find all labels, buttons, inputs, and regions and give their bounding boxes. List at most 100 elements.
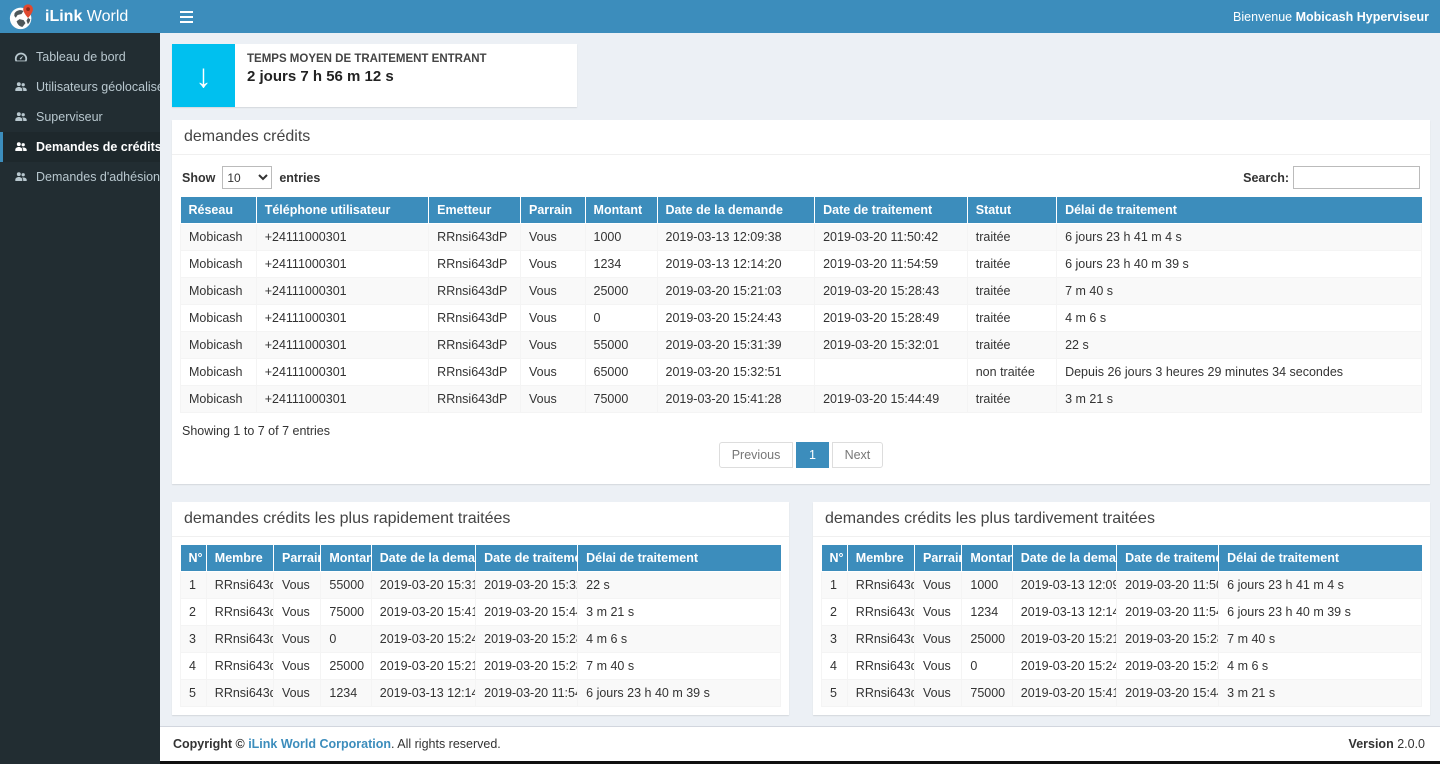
- table-cell: 2019-03-20 11:50:42: [815, 224, 968, 251]
- table-cell: 22 s: [1057, 332, 1422, 359]
- column-header[interactable]: Parrain: [521, 197, 586, 224]
- table-cell: +24111000301: [256, 386, 428, 413]
- table-cell: +24111000301: [256, 305, 428, 332]
- sidebar: iLink World Tableau de bord Utilisateurs…: [0, 0, 160, 764]
- table-cell: 25000: [962, 626, 1012, 653]
- table-row: Mobicash+24111000301RRnsi643dPVous123420…: [181, 251, 1422, 278]
- next-page-button[interactable]: Next: [832, 442, 884, 468]
- table-cell: Vous: [273, 572, 320, 599]
- table-cell: 2019-03-20 15:32:01: [476, 572, 578, 599]
- column-header: N°: [181, 545, 207, 572]
- table-cell: 4 m 6 s: [1219, 653, 1422, 680]
- table-cell: non traitée: [967, 359, 1056, 386]
- table-cell: traitée: [967, 305, 1056, 332]
- sidebar-item-label: Utilisateurs géolocalisés: [36, 80, 170, 94]
- table-cell: Vous: [521, 251, 586, 278]
- company-link[interactable]: iLink World Corporation: [248, 737, 391, 751]
- table-cell: +24111000301: [256, 332, 428, 359]
- table-cell: 25000: [585, 278, 657, 305]
- table-cell: 2019-03-20 15:28:43: [476, 653, 578, 680]
- table-cell: RRnsi643dP: [206, 653, 273, 680]
- dashboard-icon: [14, 50, 28, 64]
- users-icon: [14, 140, 28, 154]
- table-cell: Vous: [914, 626, 961, 653]
- table-cell: 7 m 40 s: [1219, 626, 1422, 653]
- table-cell: 2019-03-20 15:24:43: [1012, 653, 1116, 680]
- column-header: Parrain: [914, 545, 961, 572]
- sidebar-item-label: Tableau de bord: [36, 50, 126, 64]
- table-cell: Mobicash: [181, 251, 257, 278]
- table-cell: 2019-03-20 11:54:59: [815, 251, 968, 278]
- table-cell: 7 m 40 s: [578, 653, 781, 680]
- table-cell: Vous: [521, 386, 586, 413]
- table-cell: 75000: [585, 386, 657, 413]
- page-length-select[interactable]: 10: [222, 166, 272, 189]
- column-header: Date de traitement: [1117, 545, 1219, 572]
- column-header[interactable]: Délai de traitement: [1057, 197, 1422, 224]
- table-row: Mobicash+24111000301RRnsi643dPVous02019-…: [181, 305, 1422, 332]
- table-cell: 2019-03-20 15:41:28: [371, 599, 475, 626]
- table-cell: [815, 359, 968, 386]
- table-cell: traitée: [967, 386, 1056, 413]
- table-row: Mobicash+24111000301RRnsi643dPVous100020…: [181, 224, 1422, 251]
- search-input[interactable]: [1293, 166, 1420, 189]
- table-cell: RRnsi643dP: [847, 572, 914, 599]
- table-cell: 2019-03-20 11:54:59: [476, 680, 578, 707]
- column-header[interactable]: Date de traitement: [815, 197, 968, 224]
- table-cell: Vous: [273, 653, 320, 680]
- panel-title: demandes crédits les plus rapidement tra…: [172, 502, 789, 537]
- table-cell: 5: [181, 680, 207, 707]
- table-cell: 2: [822, 599, 848, 626]
- sidebar-item-label: Demandes de crédits: [36, 140, 162, 154]
- table-cell: 4: [181, 653, 207, 680]
- table-cell: 2019-03-20 15:31:39: [657, 332, 815, 359]
- table-cell: Mobicash: [181, 332, 257, 359]
- app-title: iLink World: [45, 8, 128, 26]
- sidebar-toggle-button[interactable]: [176, 7, 197, 27]
- table-cell: +24111000301: [256, 278, 428, 305]
- table-cell: 2019-03-13 12:09:38: [657, 224, 815, 251]
- table-cell: 2019-03-20 15:21:03: [1012, 626, 1116, 653]
- fastest-table: N°MembreParrainMontantDate de la demande…: [180, 545, 781, 707]
- table-cell: Depuis 26 jours 3 heures 29 minutes 34 s…: [1057, 359, 1422, 386]
- table-row: 2RRnsi643dPVous12342019-03-13 12:14:2020…: [822, 599, 1422, 626]
- column-header: Date de traitement: [476, 545, 578, 572]
- column-header: Montant: [962, 545, 1012, 572]
- table-row: 1RRnsi643dPVous10002019-03-13 12:09:3820…: [822, 572, 1422, 599]
- column-header[interactable]: Statut: [967, 197, 1056, 224]
- sidebar-item-utilisateurs-geolocalises[interactable]: Utilisateurs géolocalisés: [0, 72, 160, 102]
- sidebar-item-tableau-de-bord[interactable]: Tableau de bord: [0, 42, 160, 72]
- table-row: Mobicash+24111000301RRnsi643dPVous750002…: [181, 386, 1422, 413]
- table-row: 3RRnsi643dPVous250002019-03-20 15:21:032…: [822, 626, 1422, 653]
- table-cell: 3 m 21 s: [578, 599, 781, 626]
- table-cell: 25000: [321, 653, 371, 680]
- column-header: Membre: [847, 545, 914, 572]
- table-cell: 2019-03-20 15:24:43: [657, 305, 815, 332]
- table-cell: 4 m 6 s: [578, 626, 781, 653]
- sidebar-menu: Tableau de bord Utilisateurs géolocalisé…: [0, 33, 160, 192]
- sidebar-item-label: Superviseur: [36, 110, 103, 124]
- column-header[interactable]: Téléphone utilisateur: [256, 197, 428, 224]
- sidebar-item-superviseur[interactable]: Superviseur: [0, 102, 160, 132]
- table-cell: 2019-03-20 15:28:49: [1117, 653, 1219, 680]
- column-header[interactable]: Date de la demande: [657, 197, 815, 224]
- sidebar-item-demandes-adhesion[interactable]: Demandes d'adhésion: [0, 162, 160, 192]
- table-cell: 2019-03-20 15:41:28: [1012, 680, 1116, 707]
- column-header[interactable]: Emetteur: [429, 197, 521, 224]
- table-cell: 3: [181, 626, 207, 653]
- table-cell: RRnsi643dP: [429, 251, 521, 278]
- column-header[interactable]: Montant: [585, 197, 657, 224]
- table-cell: 55000: [321, 572, 371, 599]
- previous-page-button[interactable]: Previous: [719, 442, 794, 468]
- column-header[interactable]: Réseau: [181, 197, 257, 224]
- sidebar-item-demandes-de-credits[interactable]: Demandes de crédits: [0, 132, 160, 162]
- table-cell: 2019-03-20 15:28:49: [815, 305, 968, 332]
- page-1-button[interactable]: 1: [796, 442, 829, 468]
- table-cell: Vous: [914, 653, 961, 680]
- column-header: Délai de traitement: [1219, 545, 1422, 572]
- table-cell: 2019-03-20 15:24:43: [371, 626, 475, 653]
- table-cell: 6 jours 23 h 40 m 39 s: [578, 680, 781, 707]
- slowest-table: N°MembreParrainMontantDate de la demande…: [821, 545, 1422, 707]
- app-logo[interactable]: iLink World: [0, 0, 160, 33]
- globe-pin-icon: [8, 3, 36, 31]
